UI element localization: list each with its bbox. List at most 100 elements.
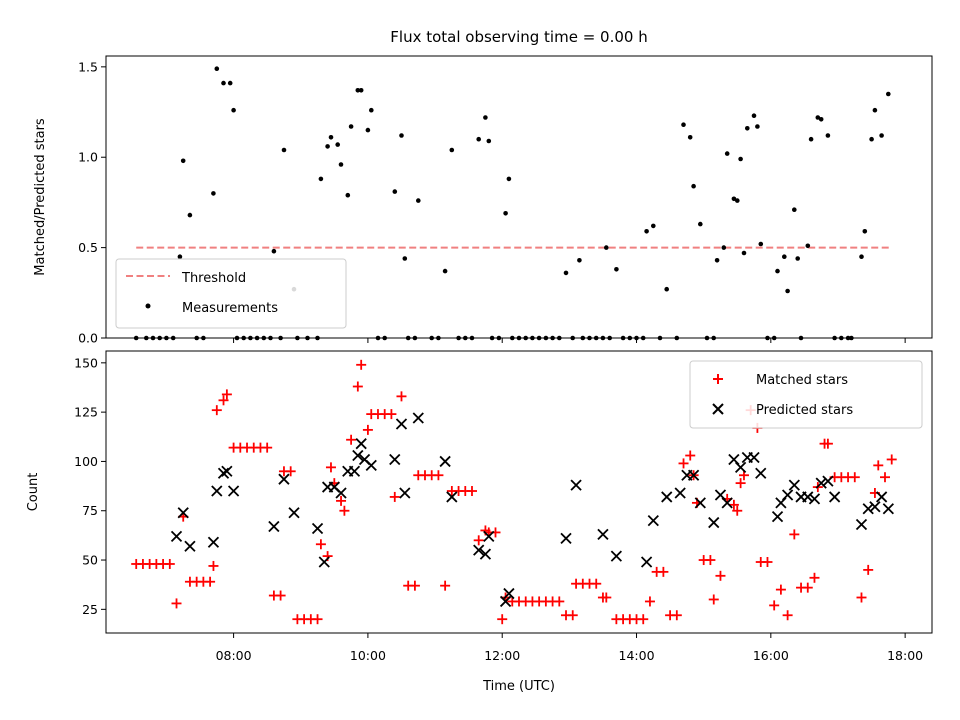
measurement-point: [365, 127, 371, 133]
measurement-point: [714, 258, 720, 263]
predicted-star-marker: [479, 548, 492, 560]
matched-star-marker: [658, 566, 669, 577]
measurement-point: [869, 136, 874, 142]
y-tick-label: 50: [82, 553, 98, 568]
x-axis-label: Time (UTC): [482, 679, 555, 694]
top-y-axis-label: Matched/Predicted stars: [33, 118, 48, 276]
predicted-star-marker: [661, 491, 673, 503]
bottom-axes-frame: [105, 350, 933, 634]
matched-star-marker: [728, 499, 739, 510]
measurement-point: [782, 254, 787, 259]
top-axes-frame: [105, 55, 933, 339]
legend-matched-label: Matched stars: [756, 373, 848, 388]
measurement-point: [741, 250, 747, 256]
bottom-legend: Matched stars Predicted stars: [689, 360, 923, 429]
matched-star-marker: [879, 472, 890, 483]
predicted-star-marker: [640, 556, 653, 568]
predicted-star-marker: [788, 479, 800, 491]
measurement-point: [577, 258, 582, 263]
matched-star-marker: [822, 438, 833, 449]
predicted-star-marker: [348, 465, 361, 477]
legend-predicted-swatch: [712, 403, 724, 415]
matched-star-marker: [339, 505, 350, 516]
bottom-legend-box: [689, 360, 923, 429]
predicted-star-marker: [288, 507, 300, 519]
y-tick-label: 75: [82, 503, 98, 518]
measurement-point: [785, 288, 790, 294]
measurement-point: [691, 183, 696, 189]
measurement-point: [369, 107, 374, 113]
legend-measurements-swatch: [145, 303, 151, 309]
measurement-point: [338, 162, 344, 167]
predicted-star-marker: [217, 467, 230, 479]
y-tick-label: 0.0: [78, 331, 98, 346]
chart-title: Flux total observing time = 0.00 h: [390, 28, 647, 46]
matched-star-marker: [325, 462, 336, 473]
matched-star-marker: [440, 580, 451, 591]
matched-star-marker: [735, 478, 746, 489]
matched-star-marker: [336, 495, 347, 506]
predicted-star-marker: [815, 477, 827, 489]
measurement-point: [358, 88, 364, 93]
measurement-point: [805, 243, 811, 249]
y-tick-label: 1.5: [78, 59, 98, 74]
measurement-point: [664, 286, 669, 292]
predicted-star-marker: [755, 467, 767, 479]
predicted-star-marker: [708, 516, 720, 529]
predicted-star-marker: [318, 556, 330, 568]
measurement-point: [227, 80, 233, 86]
predicted-star-marker: [446, 491, 458, 503]
legend-measurements-label: Measurements: [182, 301, 278, 316]
predicted-star-marker: [412, 412, 424, 424]
legend-predicted-label: Predicted stars: [756, 403, 853, 418]
matched-star-marker: [567, 610, 578, 621]
predicted-star-marker: [771, 511, 784, 523]
measurement-point: [335, 142, 341, 147]
y-tick-label: 25: [82, 602, 98, 617]
y-tick-label: 125: [74, 405, 98, 420]
predicted-star-marker: [560, 532, 572, 544]
matched-star-marker: [601, 592, 612, 603]
bottom-y-axis-label: Count: [26, 473, 41, 512]
measurement-point: [399, 133, 404, 138]
measurement-point: [795, 256, 800, 261]
y-tick-label: 100: [74, 454, 98, 469]
measurement-point: [879, 133, 884, 138]
predicted-star-marker: [610, 550, 623, 562]
measurement-point: [402, 256, 408, 261]
predicted-star-marker: [647, 514, 659, 527]
measurement-point: [681, 122, 686, 127]
measurement-point: [862, 229, 868, 234]
bottom-y-ticks: 25 50 75 100 125 150: [74, 355, 106, 617]
measurement-point: [815, 115, 821, 120]
predicted-star-marker: [207, 536, 220, 548]
measurement-point: [392, 189, 398, 194]
predicted-star-marker: [828, 491, 841, 503]
x-tick-label: 16:00: [753, 648, 789, 663]
measurement-point: [738, 156, 743, 162]
measurement-point: [731, 196, 737, 202]
measurement-point: [483, 115, 488, 120]
predicted-star-marker: [399, 487, 411, 499]
measurement-point: [180, 158, 186, 164]
measurement-point: [758, 241, 764, 247]
matched-star-marker: [863, 564, 874, 575]
matched-star-marker: [208, 560, 219, 571]
matched-star-marker: [497, 614, 508, 625]
measurement-point: [486, 138, 492, 144]
predicted-star-marker: [869, 501, 881, 513]
measurement-point: [442, 268, 448, 274]
measurement-point: [604, 245, 609, 250]
matched-star-marker: [809, 572, 820, 583]
measurement-point: [506, 176, 512, 182]
predicted-star-marker: [439, 455, 451, 468]
measurement-point: [825, 133, 831, 138]
x-tick-label: 14:00: [619, 648, 655, 663]
predicted-star-marker: [335, 487, 347, 499]
predicted-star-marker: [822, 475, 834, 487]
measurement-point: [859, 254, 864, 259]
top-legend-box: [115, 258, 347, 329]
measurement-point: [735, 198, 740, 203]
predicted-star-marker: [211, 485, 223, 497]
matched-star-marker: [802, 582, 813, 593]
